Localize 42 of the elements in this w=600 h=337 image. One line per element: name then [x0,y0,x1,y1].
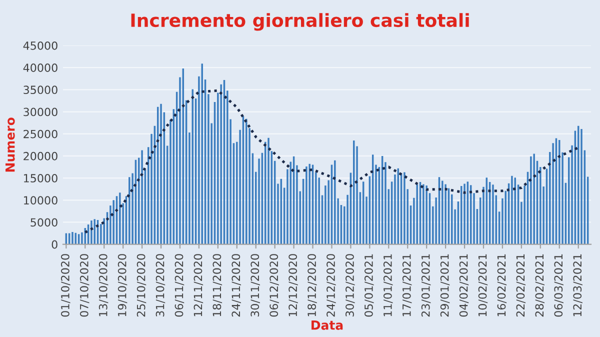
y-tick-label: 25000 [24,130,58,138]
x-tick-label: 18/12/2020 [308,254,317,316]
y-tick-label: 20000 [24,152,58,160]
y-tick-label: 10000 [24,196,58,205]
x-tick-label: 30/11/2020 [250,254,260,317]
x-tick-label: 05/01/2021 [364,254,374,317]
x-tick-label: 23/01/2021 [421,254,431,317]
line-series [84,89,580,234]
x-tick-label: 18/11/2020 [212,254,222,316]
y-axis-title: Numero [6,118,15,172]
x-tick-label: 06/12/2020 [270,254,279,317]
x-tick-label: 11/01/2021 [383,254,393,316]
x-tick-label: 24/11/2020 [232,254,241,317]
x-tick-label: 29/01/2021 [440,254,450,317]
x-axis-title: Data [312,320,343,330]
x-tick-label: 07/10/2020 [80,254,90,317]
x-tick-label: 28/02/2021 [535,254,545,317]
x-tick-label: 12/12/2020 [288,254,298,316]
y-tick-label: 45000 [23,41,58,50]
chart-title: Incremento giornaliero casi totali [131,13,469,31]
y-tick-label: 30000 [24,108,58,116]
x-tick-label: 22/02/2021 [516,254,526,317]
x-tick-label: 04/02/2021 [459,254,469,317]
x-tick-label: 31/10/2020 [156,254,166,317]
x-tick-label: 06/03/2021 [554,254,564,317]
x-tick-label: 25/10/2020 [136,254,146,317]
x-tick-label: 30/12/2020 [346,254,355,317]
x-tick-label: 12/11/2020 [194,254,204,316]
x-tick-label: 12/03/2021 [573,254,582,316]
x-tick-label: 19/10/2020 [118,254,128,316]
x-tick-label: 01/10/2020 [60,254,70,317]
x-tick-label: 17/01/2021 [402,254,412,316]
x-tick-label: 24/12/2020 [326,254,336,317]
y-tick-label: 15000 [24,174,58,182]
y-tick-label: 0 [52,240,58,249]
x-tick-label: 16/02/2021 [497,254,507,316]
x-tick-label: 13/10/2020 [98,254,108,316]
y-tick-label: 40000 [23,64,58,72]
x-tick-label: 10/02/2021 [478,254,488,316]
x-tick-label: 06/11/2020 [174,254,184,317]
y-tick-label: 5000 [30,218,58,227]
y-tick-label: 35000 [24,86,58,94]
